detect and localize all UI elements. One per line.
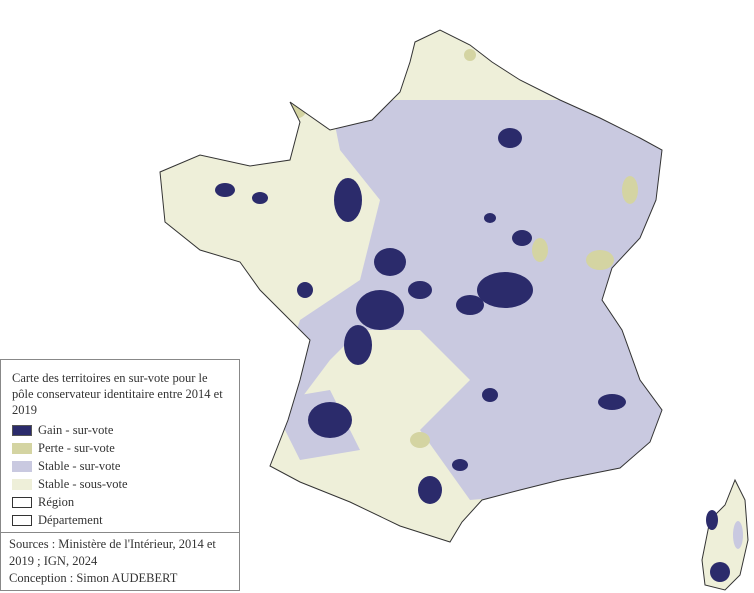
mainland-france (159, 29, 663, 543)
legend-label: Stable - sur-vote (38, 459, 121, 473)
legend-item-gain: Gain - sur-vote (1, 421, 239, 439)
legend-item-region: Région (1, 493, 239, 511)
sources-line: Sources : Ministère de l'Intérieur, 2014… (9, 537, 216, 551)
swatch-gain (12, 424, 32, 436)
conception: Conception : Simon AUDEBERT (9, 571, 178, 585)
swatch-region (12, 496, 32, 508)
map-legend: Carte des territoires en sur-vote pour l… (0, 359, 240, 591)
legend-label: Département (38, 513, 103, 527)
legend-label: Région (38, 495, 75, 509)
sources-line: 2019 ; IGN, 2024 (9, 554, 98, 568)
legend-item-departement: Département (1, 511, 239, 529)
corsica (701, 478, 749, 591)
gain-sur-vote-areas (215, 128, 626, 504)
legend-item-stable-sous: Stable - sous-vote (1, 475, 239, 493)
legend-item-stable-sur: Stable - sur-vote (1, 457, 239, 475)
swatch-stable-sous (12, 478, 32, 490)
legend-title: Carte des territoires en sur-vote pour l… (12, 371, 223, 417)
sources-box: Sources : Ministère de l'Intérieur, 2014… (1, 532, 239, 590)
legend-label: Gain - sur-vote (38, 423, 114, 437)
swatch-stable-sur (12, 460, 32, 472)
legend-label: Stable - sous-vote (38, 477, 128, 491)
swatch-perte (12, 442, 32, 454)
legend-item-perte: Perte - sur-vote (1, 439, 239, 457)
swatch-departement (12, 514, 32, 526)
legend-label: Perte - sur-vote (38, 441, 115, 455)
